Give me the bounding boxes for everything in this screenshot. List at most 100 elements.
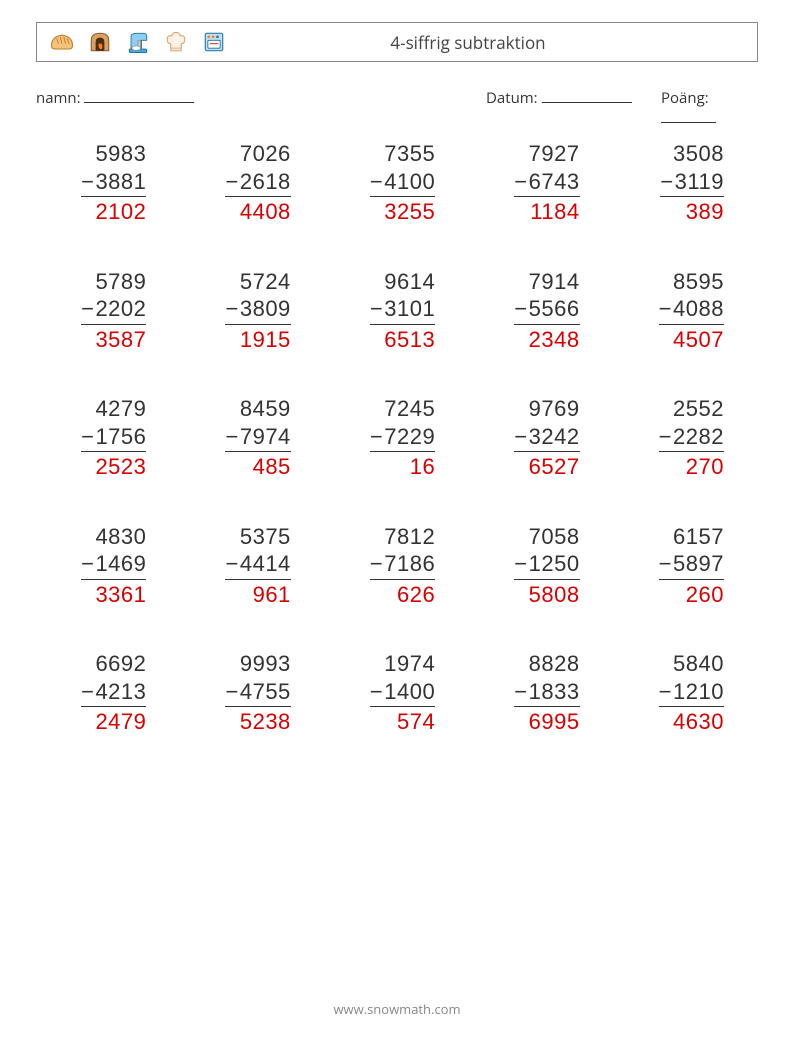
minus-sign: − [514,678,527,706]
subtraction-problem: 7927−67431184 [469,140,613,226]
subtrahend-row: −1756 [81,423,146,453]
subtrahend-row: −1400 [370,678,435,708]
subtrahend-row: −3242 [514,423,579,453]
answer: 1184 [530,197,579,226]
subtrahend: 1833 [529,678,580,706]
minus-sign: − [514,550,527,578]
answer: 16 [410,452,435,481]
minus-sign: − [659,295,672,323]
subtraction-problem: 4830−14693361 [36,523,180,609]
subtrahend-row: −1469 [81,550,146,580]
subtraction-problem: 8828−18336995 [469,650,613,736]
subtrahend: 2202 [95,295,146,323]
subtrahend-row: −7186 [370,550,435,580]
minus-sign: − [659,550,672,578]
name-blank [84,88,194,103]
subtrahend: 4755 [240,678,291,706]
minuend: 3508 [673,140,724,168]
minus-sign: − [514,295,527,323]
minus-sign: − [225,678,238,706]
subtrahend: 2282 [673,423,724,451]
subtrahend: 7229 [384,423,435,451]
subtrahend-row: −2282 [659,423,724,453]
minus-sign: − [514,423,527,451]
subtraction-problem: 5983−38812102 [36,140,180,226]
subtrahend: 7186 [384,550,435,578]
subtraction-problem: 1974−1400574 [325,650,469,736]
answer: 260 [686,580,724,609]
minus-sign: − [659,678,672,706]
subtrahend: 3881 [95,168,146,196]
subtraction-problem: 7914−55662348 [469,268,613,354]
date-blank [542,88,632,103]
subtrahend: 1469 [95,550,146,578]
subtraction-problem: 7812−7186626 [325,523,469,609]
minus-sign: − [225,423,238,451]
answer: 3587 [95,325,146,354]
name-field: namn: [36,88,336,108]
subtrahend-row: −6743 [514,168,579,198]
date-label: Datum: [486,88,538,108]
subtrahend: 1250 [529,550,580,578]
subtrahend: 3119 [675,168,724,196]
subtraction-problem: 4279−17562523 [36,395,180,481]
minus-sign: − [81,295,94,323]
subtrahend: 4213 [95,678,146,706]
bread-icon [47,27,77,57]
minuend: 9614 [384,268,435,296]
minus-sign: − [81,168,94,196]
subtraction-problem: 5375−4414961 [180,523,324,609]
subtrahend-row: −1210 [659,678,724,708]
date-field: Datum: [486,88,632,108]
answer: 2348 [529,325,580,354]
subtraction-problem: 5840−12104630 [614,650,758,736]
answer: 6527 [529,452,580,481]
minus-sign: − [370,295,383,323]
score-field: Poäng: [661,88,758,128]
subtrahend: 3242 [529,423,580,451]
answer: 4630 [673,707,724,736]
minuend: 6157 [673,523,724,551]
chef-hat-icon [161,27,191,57]
answer: 961 [253,580,291,609]
footer-text: www.snowmath.com [0,1000,794,1018]
subtraction-problem: 3508−3119389 [614,140,758,226]
answer: 2479 [95,707,146,736]
answer: 270 [686,452,724,481]
minuend: 7026 [240,140,291,168]
subtraction-problem: 8595−40884507 [614,268,758,354]
answer: 485 [253,452,291,481]
name-label: namn: [36,88,81,108]
subtrahend-row: −4100 [370,168,435,198]
subtrahend-row: −4088 [659,295,724,325]
minuend: 7355 [384,140,435,168]
answer: 5808 [529,580,580,609]
minuend: 5840 [673,650,724,678]
subtrahend-row: −5566 [514,295,579,325]
subtrahend-row: −5897 [659,550,724,580]
subtraction-problem: 8459−7974485 [180,395,324,481]
minuend: 8459 [240,395,291,423]
mixer-icon [123,27,153,57]
minuend: 4279 [95,395,146,423]
minus-sign: − [370,423,383,451]
subtrahend: 6743 [529,168,580,196]
minus-sign: − [225,295,238,323]
subtraction-problem: 6692−42132479 [36,650,180,736]
subtrahend: 1210 [673,678,724,706]
minuend: 8595 [673,268,724,296]
subtrahend: 1756 [95,423,146,451]
answer: 1915 [240,325,291,354]
subtrahend-row: −2202 [81,295,146,325]
subtrahend: 1400 [384,678,435,706]
minus-sign: − [370,550,383,578]
subtraction-problem: 6157−5897260 [614,523,758,609]
minuend: 2552 [673,395,724,423]
subtrahend: 2618 [240,168,291,196]
answer: 5238 [240,707,291,736]
minuend: 7927 [529,140,580,168]
subtrahend-row: −3881 [81,168,146,198]
minus-sign: − [370,678,383,706]
minus-sign: − [81,678,94,706]
subtrahend-row: −7229 [370,423,435,453]
